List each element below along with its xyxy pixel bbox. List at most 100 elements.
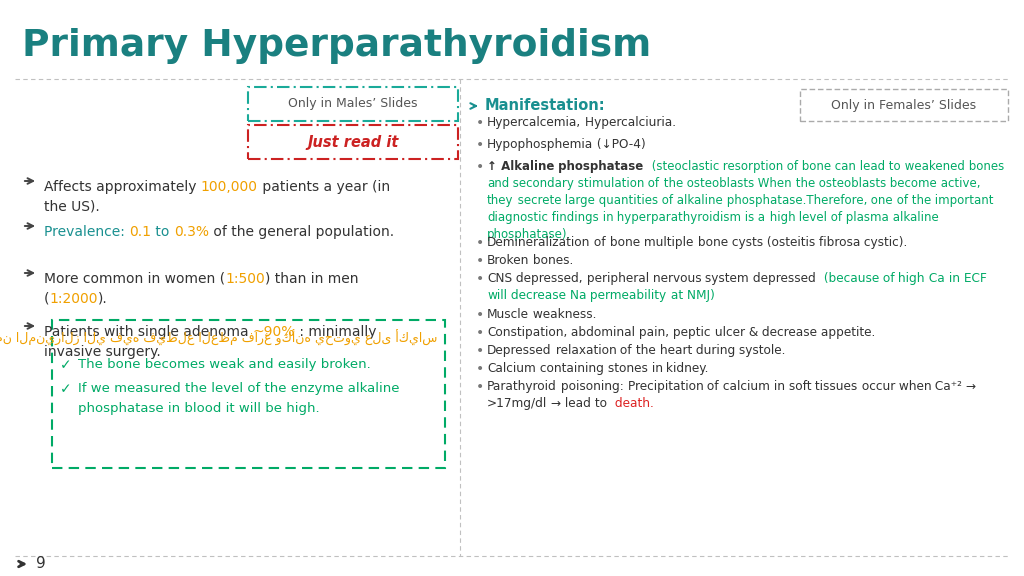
Text: ~90%: ~90% [253,325,295,339]
FancyBboxPatch shape [248,125,458,159]
Text: •: • [476,326,484,340]
Text: abdominal: abdominal [567,326,635,339]
Text: peripheral: peripheral [583,272,649,285]
Text: ) than in men: ) than in men [265,272,358,286]
Text: decrease: decrease [758,326,817,339]
Text: poisoning:: poisoning: [557,380,624,393]
Text: (because: (because [819,272,879,285]
Text: a: a [755,211,766,224]
Text: important: important [931,194,993,207]
Text: •: • [476,160,484,174]
Text: 9: 9 [36,556,46,571]
Text: calcium: calcium [719,380,770,393]
Text: •: • [476,380,484,394]
Text: lead: lead [856,160,886,173]
Text: العظم يفضى من المنيرالز الي فيه فيطلع العظم فارغ وكأنه يحتوي على أكياس: العظم يفضى من المنيرالز الي فيه فيطلع ال… [0,330,437,346]
Text: high: high [895,272,925,285]
Text: appetite.: appetite. [817,326,876,339]
Text: Depressed: Depressed [487,344,552,357]
Text: The bone becomes weak and easily broken.: The bone becomes weak and easily broken. [78,358,371,371]
Text: 1:2000: 1:2000 [49,292,98,306]
Text: to: to [591,397,607,410]
FancyBboxPatch shape [248,87,458,121]
Text: hyperparathyroidism: hyperparathyroidism [613,211,741,224]
Text: phosphatase: phosphatase [554,160,643,173]
Text: Primary Hyperparathyroidism: Primary Hyperparathyroidism [22,28,651,64]
Text: Na: Na [566,289,587,302]
Text: cystic).: cystic). [860,236,907,249]
Text: permeability: permeability [587,289,667,302]
Text: Alkaline: Alkaline [497,160,554,173]
FancyBboxPatch shape [800,89,1008,121]
Text: relaxation: relaxation [552,344,616,357]
Text: Manifestation:: Manifestation: [485,98,605,113]
Text: •: • [476,116,484,130]
Text: •: • [476,236,484,250]
Text: one: one [867,194,893,207]
Text: 100,000: 100,000 [201,180,258,194]
Text: Calcium: Calcium [487,362,536,375]
Text: When: When [754,177,792,190]
Text: (steoclastic: (steoclastic [647,160,719,173]
Text: depressed: depressed [749,272,816,285]
Text: quantities: quantities [595,194,658,207]
Text: during: during [692,344,735,357]
Text: occur: occur [857,380,895,393]
Text: (↓PO-4): (↓PO-4) [593,138,646,151]
Text: Only in Females’ Slides: Only in Females’ Slides [831,98,977,112]
Text: the: the [659,177,683,190]
Text: and: and [487,177,509,190]
Text: •: • [476,344,484,358]
Text: soft: soft [784,380,811,393]
Text: Broken: Broken [487,254,529,267]
Text: bone: bone [693,236,728,249]
Text: >17mg/dl: >17mg/dl [487,397,547,410]
Text: patients a year (in: patients a year (in [258,180,390,194]
Text: peptic: peptic [670,326,711,339]
Text: in: in [599,211,613,224]
Text: of: of [783,160,798,173]
Text: NMJ): NMJ) [683,289,715,302]
Text: weakened: weakened [901,160,965,173]
Text: fibrosa: fibrosa [815,236,860,249]
Text: in: in [770,380,784,393]
Text: alkaline: alkaline [889,211,939,224]
Text: systole.: systole. [735,344,785,357]
Text: depressed,: depressed, [512,272,583,285]
Text: →: → [547,397,561,410]
Text: nervous: nervous [649,272,701,285]
Text: Only in Males’ Slides: Only in Males’ Slides [288,97,418,111]
Text: of the general population.: of the general population. [209,225,394,239]
Text: &: & [744,326,758,339]
Text: the: the [792,177,815,190]
Text: high: high [766,211,795,224]
Text: •: • [476,308,484,322]
Text: : minimally: : minimally [295,325,377,339]
Text: kidney.: kidney. [663,362,709,375]
Text: Muscle: Muscle [487,308,529,321]
Text: Just read it: Just read it [307,135,398,150]
Text: of: of [658,194,673,207]
Text: Patients with single adenoma: Patients with single adenoma [44,325,253,339]
Text: of: of [827,211,842,224]
Text: Constipation,: Constipation, [487,326,567,339]
Text: of: of [644,177,659,190]
Text: •: • [476,272,484,286]
Text: diagnostic: diagnostic [487,211,548,224]
Text: of: of [591,236,606,249]
Text: 0.3%: 0.3% [174,225,209,239]
Text: →: → [963,380,976,393]
Text: More common in women (: More common in women ( [44,272,225,286]
Text: multiple: multiple [640,236,693,249]
Text: is: is [741,211,755,224]
Text: when: when [895,380,932,393]
Text: stimulation: stimulation [574,177,644,190]
Text: Hypercalciuria.: Hypercalciuria. [582,116,676,129]
Text: Ca⁺²: Ca⁺² [932,380,963,393]
Text: lead: lead [561,397,591,410]
Text: the: the [632,344,655,357]
Text: can: can [831,160,856,173]
Text: osteoblasts: osteoblasts [815,177,886,190]
Text: bone: bone [798,160,831,173]
Text: of: of [703,380,719,393]
